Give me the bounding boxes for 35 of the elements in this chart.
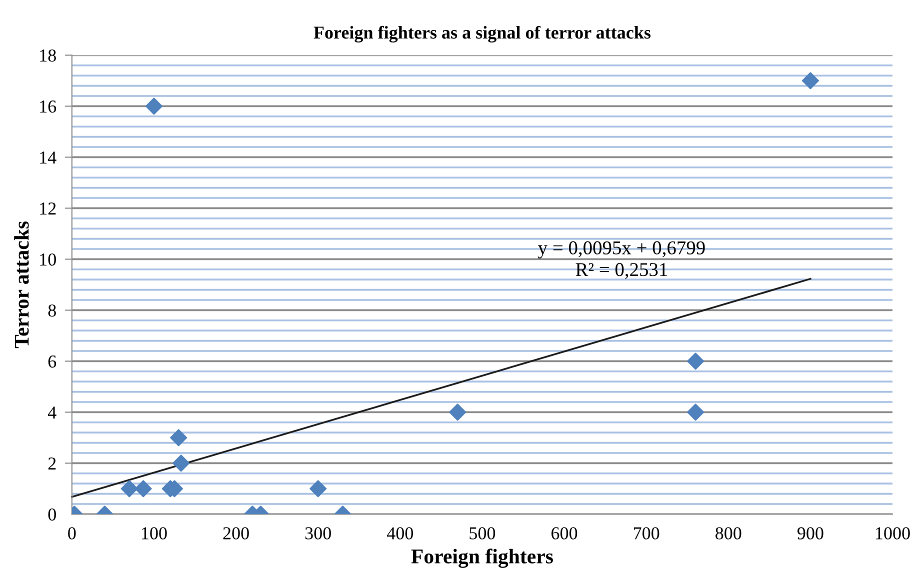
y-tick-label: 6 (48, 355, 56, 368)
x-tick-label: 600 (552, 527, 578, 540)
point (802, 72, 819, 90)
y-tick-label: 18 (40, 49, 56, 62)
point (687, 352, 704, 370)
x-tick-label: 200 (223, 527, 249, 540)
y-tick-label: 8 (48, 304, 56, 317)
y-axis-title: Terror attacks (14, 221, 29, 348)
x-tick-label: 900 (797, 527, 824, 540)
point (687, 404, 704, 421)
x-tick-label: 400 (386, 527, 413, 540)
annotation: y = 0,0095x + 0,6799 R² = 0,2531 (538, 241, 705, 279)
x-axis-title: Foreign fighters (411, 548, 553, 568)
x-tick-label: 1000 (876, 527, 910, 540)
point (449, 404, 466, 421)
y-tick-label: 14 (40, 152, 56, 164)
y-tick-label: 10 (40, 253, 56, 266)
x-tick-label: 100 (142, 527, 167, 540)
x-tick-label: 800 (716, 527, 742, 540)
x-tick-label: 700 (634, 527, 660, 540)
y-tick-label: 16 (40, 100, 56, 113)
point (172, 454, 190, 472)
point (310, 480, 327, 498)
point (134, 480, 152, 498)
x-tick-label: 300 (305, 527, 331, 540)
x-tick-label: 500 (470, 527, 496, 540)
y-tick-label: 2 (48, 457, 56, 470)
x-tick-label: 0 (68, 527, 76, 540)
y-tick-label: 0 (48, 508, 56, 521)
point (170, 429, 188, 446)
point (120, 480, 138, 498)
point (145, 98, 163, 115)
y-tick-label: 4 (48, 406, 56, 418)
chart-title: Foreign fighters as a signal of terror attacks (314, 26, 651, 43)
y-tick-label: 12 (40, 202, 56, 214)
